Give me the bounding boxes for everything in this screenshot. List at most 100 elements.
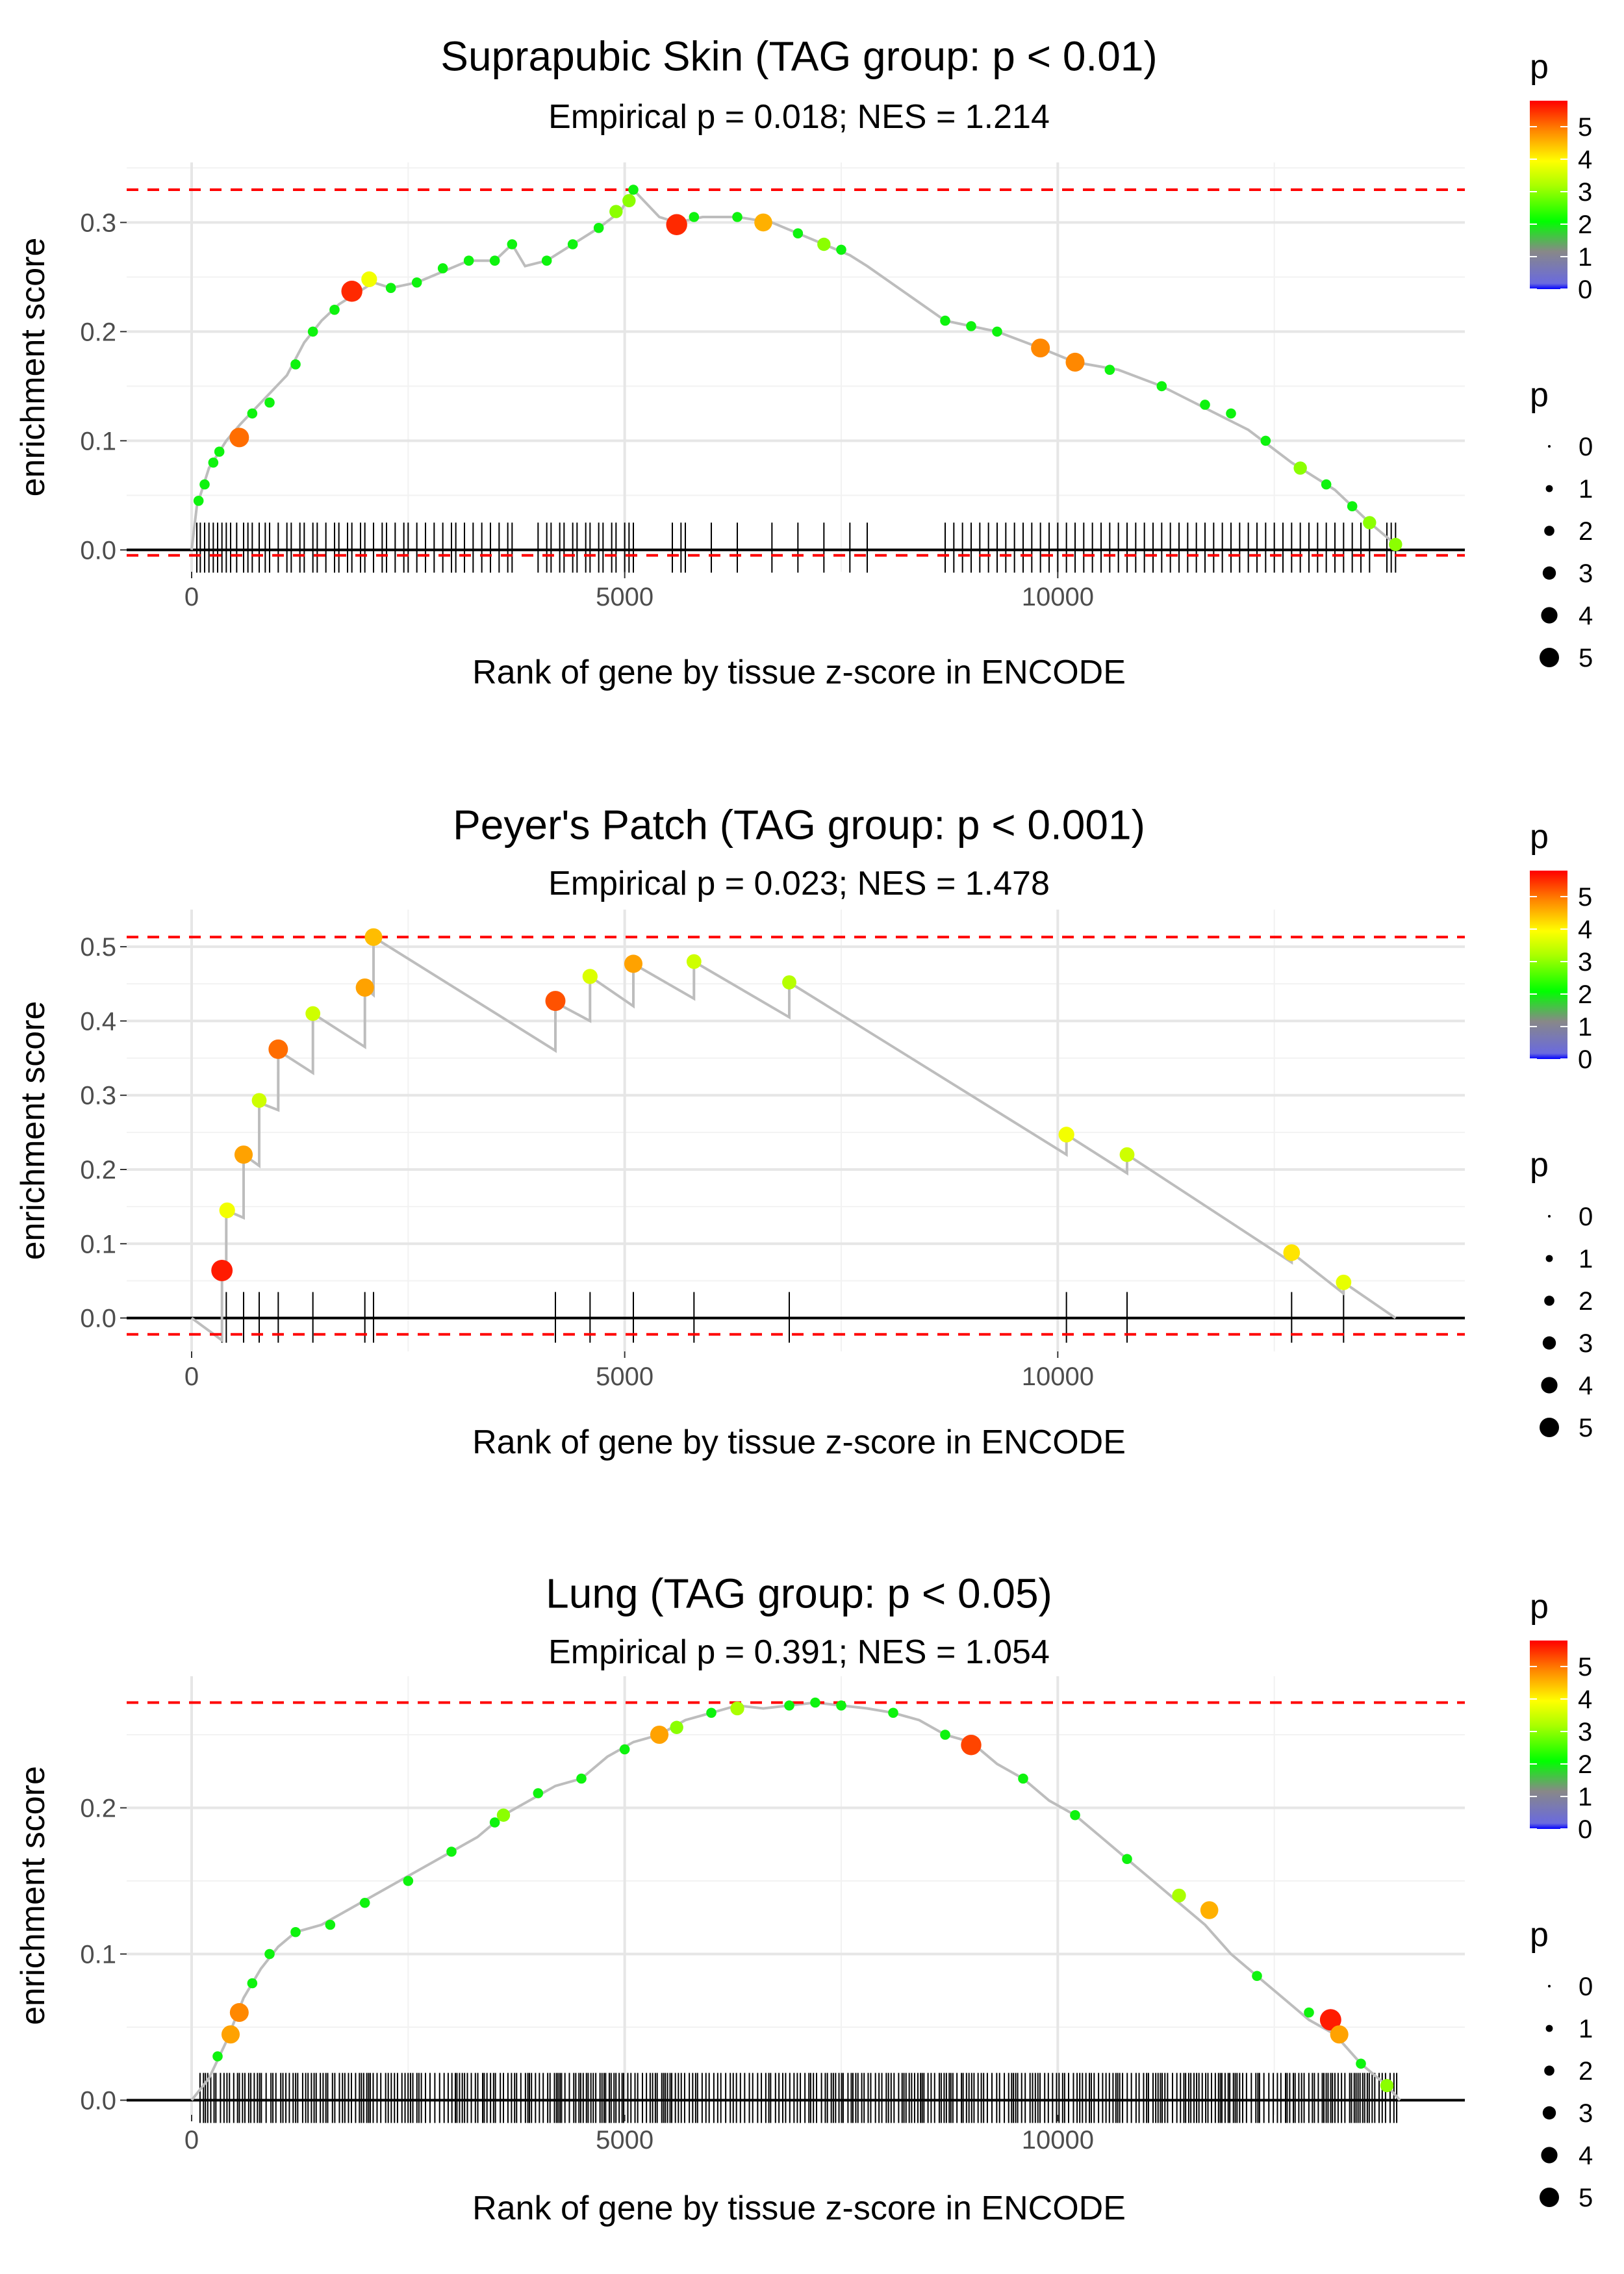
- data-point: [567, 239, 578, 249]
- data-point: [290, 1926, 301, 1937]
- data-point: [234, 1145, 253, 1164]
- data-point: [193, 496, 204, 506]
- legend-size-label: 4: [1579, 1372, 1593, 1400]
- data-point: [754, 213, 772, 232]
- data-point: [1200, 1901, 1219, 1919]
- data-point: [1321, 479, 1332, 490]
- x-tick-label: 10000: [1022, 2126, 1094, 2154]
- legend-size-title: p: [1530, 1146, 1549, 1184]
- data-point: [730, 1701, 744, 1716]
- legend-color-tick-label: 4: [1578, 1685, 1592, 1714]
- legend-size-dot: [1548, 1985, 1551, 1987]
- data-point: [1252, 1971, 1262, 1982]
- data-point: [1380, 2078, 1394, 2093]
- legend-color-tick-label: 1: [1578, 243, 1592, 272]
- legend-size-label: 4: [1579, 602, 1593, 630]
- x-tick-label: 5000: [596, 2126, 653, 2154]
- data-point: [1065, 352, 1085, 372]
- legend-color-tick-label: 2: [1578, 211, 1592, 239]
- data-point: [403, 1876, 414, 1886]
- legend-size-dot: [1540, 648, 1559, 667]
- data-point: [1336, 1274, 1352, 1290]
- data-point: [359, 1897, 370, 1908]
- legend-size-label: 0: [1579, 1203, 1593, 1231]
- y-axis-label: enrichment score: [14, 1001, 52, 1260]
- data-point: [1330, 2025, 1349, 2044]
- chart-subtitle: Empirical p = 0.018; NES = 1.214: [548, 98, 1050, 136]
- legend-size-dot: [1542, 1336, 1556, 1350]
- data-point: [961, 1735, 982, 1756]
- chart-subtitle: Empirical p = 0.391; NES = 1.054: [548, 1633, 1050, 1671]
- data-point: [264, 1948, 275, 1960]
- y-tick-label: 0.0: [80, 1305, 116, 1333]
- legend-color-tick-label: 5: [1578, 883, 1592, 912]
- data-point: [1172, 1888, 1186, 1903]
- y-axis-label: enrichment score: [14, 238, 52, 497]
- data-point: [364, 928, 383, 946]
- legend-size-dot: [1545, 1255, 1553, 1262]
- data-point: [1058, 1127, 1074, 1143]
- legend-color-tick-label: 2: [1578, 1750, 1592, 1779]
- axes: 0.0 0.1 0.2 0 5000 10000: [80, 1795, 1094, 2155]
- data-point: [355, 978, 374, 997]
- gene-points: [193, 185, 1402, 552]
- data-point: [706, 1707, 717, 1718]
- legend-color-bar: [1530, 871, 1567, 1059]
- legend-size-label: 0: [1579, 433, 1593, 461]
- data-point: [507, 239, 518, 249]
- data-point: [576, 1773, 587, 1784]
- legend-size-dot: [1542, 2106, 1556, 2120]
- data-point: [211, 1259, 233, 1281]
- legend-size-dot: [1541, 2147, 1558, 2164]
- data-point: [307, 326, 318, 337]
- legend-color-tick-label: 5: [1578, 113, 1592, 142]
- data-point: [1260, 435, 1271, 446]
- chart-title: Lung (TAG group: p < 0.05): [546, 1570, 1052, 1616]
- data-point: [1347, 501, 1358, 511]
- data-point: [992, 326, 1002, 337]
- data-point: [624, 954, 643, 973]
- data-point: [609, 205, 623, 218]
- data-point: [732, 212, 742, 222]
- data-point: [940, 315, 950, 326]
- data-point: [1363, 516, 1377, 530]
- legend-color-tick-label: 5: [1578, 1653, 1592, 1681]
- y-tick-label: 0.2: [80, 318, 116, 346]
- y-tick-label: 0.2: [80, 1156, 116, 1184]
- data-point: [489, 1817, 500, 1828]
- x-tick-label: 0: [184, 583, 199, 611]
- data-point: [593, 223, 604, 233]
- legend-color-tick-label: 2: [1578, 980, 1592, 1009]
- chart-title: Peyer's Patch (TAG group: p < 0.001): [453, 801, 1145, 848]
- chart-panel-1: Suprapubic Skin (TAG group: p < 0.01) Emp…: [14, 32, 1593, 691]
- legend-size-dot: [1542, 566, 1556, 580]
- legend-size-label: 5: [1579, 1414, 1593, 1442]
- data-point: [1156, 381, 1167, 392]
- data-point: [836, 1700, 846, 1711]
- data-point: [361, 271, 377, 287]
- y-tick-label: 0.3: [80, 209, 116, 237]
- grid: [127, 910, 1465, 1351]
- y-tick-label: 0.0: [80, 536, 116, 565]
- data-point: [385, 283, 396, 294]
- legend-size-label: 2: [1579, 1287, 1593, 1316]
- legend-size-dot: [1545, 485, 1553, 492]
- data-point: [533, 1788, 544, 1798]
- data-point: [1104, 364, 1115, 375]
- data-point: [463, 255, 474, 266]
- gene-rank-rug: [199, 2073, 1398, 2123]
- data-point: [221, 2025, 240, 2044]
- x-axis-label: Rank of gene by tissue z-score in ENCODE: [472, 2190, 1126, 2227]
- x-axis-label: Rank of gene by tissue z-score in ENCODE: [472, 654, 1126, 691]
- data-point: [810, 1697, 820, 1708]
- running-es-line: [190, 934, 1397, 1343]
- data-point: [582, 969, 598, 984]
- legend-color-tick-label: 3: [1578, 948, 1592, 977]
- y-tick-label: 0.4: [80, 1007, 116, 1036]
- data-point: [208, 457, 219, 468]
- grid: [127, 162, 1465, 572]
- legend-color-tick-label: 1: [1578, 1783, 1592, 1811]
- data-point: [686, 954, 702, 969]
- legend-color-tick-label: 3: [1578, 178, 1592, 207]
